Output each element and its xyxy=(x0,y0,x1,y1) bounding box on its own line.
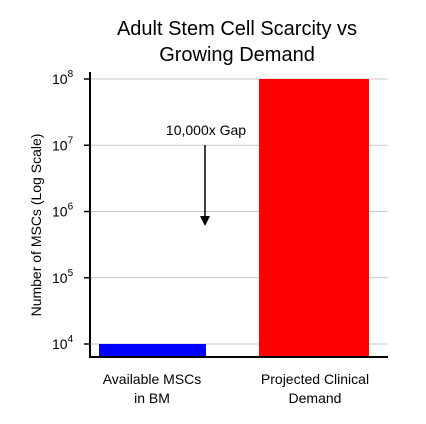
chart-title-line-2: Growing Demand xyxy=(159,44,315,66)
gap-annotation: 10,000x Gap xyxy=(166,122,246,226)
y-tick-label: 107 xyxy=(52,135,74,153)
annotation-label: 10,000x Gap xyxy=(166,122,246,138)
x-category-label: Projected Clinical xyxy=(261,371,369,387)
axes xyxy=(89,72,388,358)
y-tick-label: 104 xyxy=(52,334,74,352)
x-category-label: Demand xyxy=(289,390,342,406)
y-tick-label: 106 xyxy=(52,202,74,220)
y-axis-label: Number of MSCs (Log Scale) xyxy=(28,134,44,317)
bar xyxy=(259,79,369,357)
y-tick-label: 108 xyxy=(52,69,74,87)
gap-arrow-head xyxy=(200,216,210,226)
bars xyxy=(99,79,369,357)
chart-title-line-1: Adult Stem Cell Scarcity vs xyxy=(117,18,357,40)
y-tick-label: 105 xyxy=(52,268,74,286)
x-category-label: Available MSCs xyxy=(103,371,202,387)
y-ticks: 104 105 106 107 108 xyxy=(52,69,90,352)
x-category-labels: Available MSCs in BM Projected Clinical Dem… xyxy=(103,371,369,406)
x-category-label: in BM xyxy=(134,390,170,406)
bar xyxy=(99,344,206,357)
